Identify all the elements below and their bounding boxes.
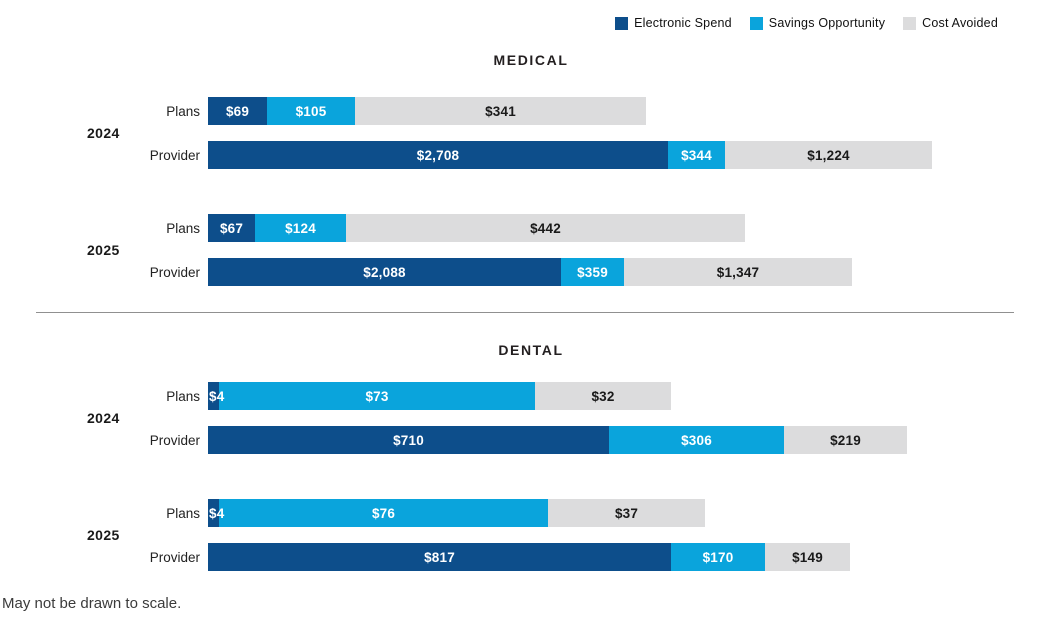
chart-section-dental: DENTAL 2024 Plans $4 $73 $32 Provider $710 $306 $… — [0, 342, 1050, 571]
bar-segment-savings-opportunity: $359 — [561, 258, 624, 286]
segment-value-label: $817 — [424, 549, 455, 565]
section-divider — [36, 312, 1014, 313]
year-label: 2024 — [87, 125, 120, 141]
year-label: 2025 — [87, 527, 120, 543]
bar-segment-savings-opportunity: $73 — [219, 382, 535, 410]
footnote: May not be drawn to scale. — [2, 595, 182, 612]
segment-value-label: $344 — [681, 147, 712, 163]
bar-segment-electronic-spend: $69 — [208, 97, 267, 125]
stacked-bar: $67 $124 $442 — [208, 214, 745, 242]
stacked-bar: $4 $76 $37 — [208, 499, 705, 527]
segment-value-label: $1,224 — [807, 147, 850, 163]
segment-value-label: $2,088 — [363, 264, 406, 280]
legend-swatch-icon — [903, 16, 917, 30]
segment-value-label: $341 — [485, 103, 516, 119]
bar-segment-savings-opportunity: $306 — [609, 426, 784, 454]
bar-row-plans: Plans $4 $76 $37 — [0, 499, 1050, 527]
bar-segment-savings-opportunity: $170 — [671, 543, 765, 571]
bar-row-plans: Plans $67 $124 $442 — [0, 214, 1050, 242]
bar-segment-cost-avoided: $219 — [784, 426, 907, 454]
segment-value-label: $442 — [530, 220, 561, 236]
row-label: Plans — [166, 103, 200, 119]
year-group-2024: 2024 Plans $69 $105 $341 Provider $2,708 $344 $1… — [0, 97, 1050, 169]
bar-segment-cost-avoided: $32 — [535, 382, 671, 410]
segment-value-label: $359 — [577, 264, 608, 280]
bar-row-provider: Provider $710 $306 $219 — [0, 426, 1050, 454]
bar-segment-electronic-spend: $817 — [208, 543, 671, 571]
segment-value-label: $710 — [393, 432, 424, 448]
bar-segment-cost-avoided: $1,347 — [624, 258, 852, 286]
segment-value-label: $2,708 — [416, 147, 460, 163]
bar-segment-savings-opportunity: $344 — [668, 141, 725, 169]
row-label: Provider — [149, 432, 200, 448]
bar-row-provider: Provider $2,708 $344 $1,224 — [0, 141, 1050, 169]
row-label: Plans — [166, 220, 200, 236]
segment-value-label: $69 — [225, 103, 250, 119]
segment-value-label: $73 — [365, 388, 389, 404]
segment-value-label: $306 — [681, 432, 712, 448]
legend: Electronic Spend Savings Opportunity Cost … — [615, 16, 998, 30]
legend-item-1: Savings Opportunity — [749, 16, 886, 30]
bar-segment-savings-opportunity: $76 — [219, 499, 548, 527]
legend-item-0: Electronic Spend — [615, 16, 732, 30]
section-title-medical: MEDICAL — [493, 52, 569, 68]
bar-row-plans: Plans $69 $105 $341 — [0, 97, 1050, 125]
year-label: 2025 — [87, 242, 120, 258]
legend-label: Electronic Spend — [634, 16, 732, 30]
year-group-2025: 2025 Plans $67 $124 $442 Provider $2,088 $359 $1… — [0, 214, 1050, 286]
bar-segment-cost-avoided: $341 — [355, 97, 646, 125]
segment-value-label: $4 — [209, 388, 225, 404]
segment-value-label: $105 — [295, 103, 327, 119]
legend-label: Cost Avoided — [922, 16, 998, 30]
row-label: Plans — [166, 388, 200, 404]
segment-value-label: $149 — [792, 549, 823, 565]
section-title-dental: DENTAL — [498, 342, 564, 358]
chart-section-medical: MEDICAL 2024 Plans $69 $105 $341 Provider $2,70… — [0, 52, 1050, 286]
segment-value-label: $1,347 — [716, 264, 760, 280]
stacked-bar: $2,708 $344 $1,224 — [208, 141, 932, 169]
stacked-bar: $817 $170 $149 — [208, 543, 850, 571]
legend-swatch-icon — [749, 16, 763, 30]
bar-segment-savings-opportunity: $105 — [267, 97, 355, 125]
segment-value-label: $67 — [219, 220, 244, 236]
bar-row-provider: Provider $2,088 $359 $1,347 — [0, 258, 1050, 286]
year-label: 2024 — [87, 410, 120, 426]
stacked-bar: $4 $73 $32 — [208, 382, 671, 410]
legend-item-2: Cost Avoided — [903, 16, 998, 30]
legend-label: Savings Opportunity — [768, 16, 886, 30]
segment-value-label: $170 — [702, 549, 734, 565]
bar-segment-electronic-spend: $2,708 — [208, 141, 668, 169]
bar-segment-electronic-spend: $67 — [208, 214, 255, 242]
row-label: Provider — [149, 147, 200, 163]
stacked-bar: $69 $105 $341 — [208, 97, 646, 125]
bar-row-plans: Plans $4 $73 $32 — [0, 382, 1050, 410]
bar-row-provider: Provider $817 $170 $149 — [0, 543, 1050, 571]
year-group-2024: 2024 Plans $4 $73 $32 Provider $710 $306 $219 — [0, 382, 1050, 454]
row-label: Provider — [149, 549, 200, 565]
segment-value-label: $4 — [209, 505, 225, 521]
legend-swatch-icon — [615, 16, 629, 30]
segment-value-label: $32 — [591, 388, 615, 404]
segment-value-label: $76 — [371, 505, 396, 521]
chart-sections: MEDICAL 2024 Plans $69 $105 $341 Provider $2,70… — [0, 52, 1050, 571]
bar-segment-cost-avoided: $1,224 — [725, 141, 932, 169]
row-label: Plans — [166, 505, 200, 521]
bar-segment-electronic-spend: $4 — [208, 382, 224, 410]
bar-segment-electronic-spend: $710 — [208, 426, 609, 454]
bar-segment-cost-avoided: $149 — [765, 543, 850, 571]
bar-segment-savings-opportunity: $124 — [255, 214, 346, 242]
segment-value-label: $37 — [614, 505, 639, 521]
bar-segment-electronic-spend: $2,088 — [208, 258, 561, 286]
row-label: Provider — [149, 264, 200, 280]
segment-value-label: $219 — [830, 432, 861, 448]
bar-segment-cost-avoided: $37 — [548, 499, 705, 527]
bar-segment-electronic-spend: $4 — [208, 499, 224, 527]
stacked-bar: $2,088 $359 $1,347 — [208, 258, 852, 286]
stacked-bar: $710 $306 $219 — [208, 426, 907, 454]
year-group-2025: 2025 Plans $4 $76 $37 Provider $817 $170 $149 — [0, 499, 1050, 571]
bar-segment-cost-avoided: $442 — [346, 214, 745, 242]
segment-value-label: $124 — [285, 220, 316, 236]
